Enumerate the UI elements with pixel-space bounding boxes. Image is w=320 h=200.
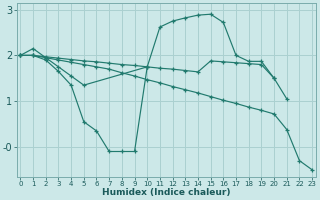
X-axis label: Humidex (Indice chaleur): Humidex (Indice chaleur) <box>102 188 230 197</box>
